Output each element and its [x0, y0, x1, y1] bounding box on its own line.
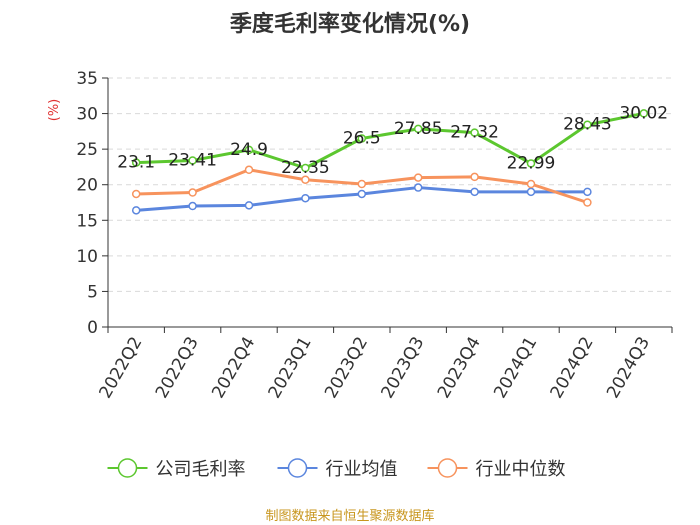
data-point — [526, 159, 536, 168]
data-point — [131, 158, 141, 167]
x-tick-label: 2023Q2 — [321, 334, 372, 402]
data-point — [301, 163, 310, 173]
data-point — [357, 134, 367, 143]
data-label: 24.9 — [230, 140, 268, 160]
data-point — [583, 187, 592, 197]
y-axis-label: (%) — [47, 99, 62, 122]
data-point — [188, 188, 197, 197]
data-point — [301, 175, 310, 184]
data-label: 30.02 — [619, 103, 668, 123]
legend-label: 行业均值 — [326, 459, 398, 480]
data-point — [188, 156, 197, 165]
legend-marker — [437, 458, 458, 478]
data-label: 23.41 — [168, 150, 217, 170]
series-lines — [131, 109, 649, 215]
data-point — [301, 193, 310, 203]
data-point — [470, 128, 479, 137]
data-label: 27.85 — [394, 119, 443, 139]
series-line — [136, 111, 645, 170]
data-label: 23.1 — [117, 153, 155, 173]
x-tick-label: 2023Q1 — [265, 334, 316, 402]
data-point — [583, 198, 592, 207]
data-point — [131, 189, 141, 199]
source-note: 制图数据来自恒生聚源数据库 — [265, 509, 435, 524]
y-tick-label: 25 — [76, 140, 98, 160]
data-labels: 23.1 23.41 24.9 22.35 26.5 27.85 27.32 22.99 28.… — [117, 103, 668, 178]
y-tick-label: 35 — [76, 69, 98, 89]
x-tick-label: 2022Q4 — [208, 334, 259, 402]
legend-label: 行业中位数 — [476, 459, 566, 480]
data-label: 27.32 — [450, 123, 499, 143]
data-point — [357, 179, 367, 189]
grid-lines — [108, 77, 672, 292]
chart-title: 季度毛利率变化情况(%) — [229, 12, 471, 37]
data-point — [244, 145, 254, 155]
data-point — [188, 201, 197, 211]
x-tick-label: 2022Q3 — [152, 334, 203, 402]
legend-marker — [117, 458, 138, 478]
y-tick-label: 10 — [76, 247, 98, 267]
data-point — [413, 183, 423, 192]
data-point — [526, 187, 536, 197]
data-point — [244, 201, 254, 210]
x-tick-label: 2024Q3 — [603, 334, 654, 402]
data-point — [583, 120, 592, 129]
data-point — [413, 124, 423, 134]
y-tick-label: 20 — [76, 176, 98, 196]
data-point — [526, 179, 536, 189]
y-tick-label: 15 — [76, 211, 98, 231]
data-point — [357, 189, 367, 199]
data-point — [413, 173, 423, 182]
x-tick-label: 2023Q4 — [434, 333, 485, 401]
y-tick-label: 0 — [87, 318, 98, 338]
x-tick-label: 2024Q2 — [547, 334, 598, 402]
data-point — [639, 109, 649, 118]
legend-label: 公司毛利率 — [156, 459, 246, 480]
data-point — [244, 165, 254, 175]
x-tick-label: 2022Q2 — [95, 334, 146, 402]
legend: 公司毛利率 行业均值 行业中位数 — [107, 458, 566, 480]
data-point — [470, 172, 479, 182]
data-label: 28.43 — [563, 115, 612, 135]
legend-marker — [287, 458, 308, 478]
x-tick-label: 2023Q3 — [377, 334, 428, 402]
data-label: 26.5 — [343, 128, 381, 148]
data-label: 22.99 — [507, 153, 556, 173]
y-tick-label: 30 — [76, 105, 98, 125]
data-point — [131, 206, 141, 215]
x-tick-label: 2024Q1 — [490, 334, 541, 402]
data-point — [470, 187, 479, 197]
y-tick-label: 5 — [87, 282, 98, 302]
data-label: 22.35 — [281, 158, 330, 178]
